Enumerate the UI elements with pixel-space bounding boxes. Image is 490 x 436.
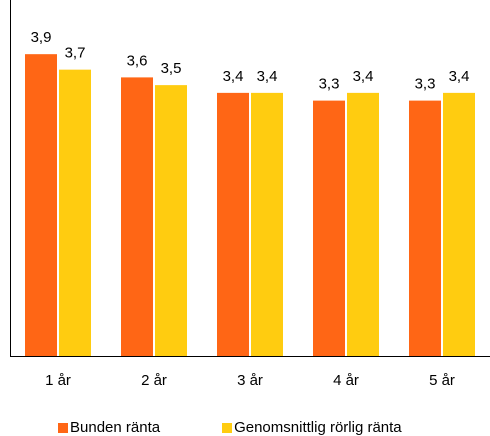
bar-rorlig-2 bbox=[155, 85, 187, 356]
data-label-bunden-4: 3,3 bbox=[319, 76, 340, 93]
bar-rorlig-5 bbox=[443, 92, 475, 356]
bar-bunden-5 bbox=[409, 100, 441, 356]
bar-bunden-4 bbox=[313, 100, 345, 356]
legend-swatch-bunden-ranta bbox=[58, 422, 68, 433]
data-label-bunden-2: 3,6 bbox=[127, 52, 148, 69]
x-tick-label-4: 4 år bbox=[333, 372, 359, 389]
x-tick-label-1: 1 år bbox=[45, 372, 71, 389]
bar-rorlig-4 bbox=[347, 92, 379, 356]
data-label-rorlig-2: 3,5 bbox=[161, 60, 182, 77]
x-tick-label-3: 3 år bbox=[237, 372, 263, 389]
legend-label-bunden-ranta: Bunden ränta bbox=[70, 419, 161, 436]
legend-item-rorlig-ranta: Genomsnittlig rörlig ränta bbox=[222, 419, 402, 436]
x-tick-label-2: 2 år bbox=[141, 372, 167, 389]
data-label-bunden-5: 3,3 bbox=[415, 76, 436, 93]
data-label-bunden-3: 3,4 bbox=[223, 68, 244, 85]
bar-rorlig-3 bbox=[251, 92, 283, 356]
bar-bunden-3 bbox=[217, 92, 249, 356]
data-label-rorlig-5: 3,4 bbox=[449, 68, 470, 85]
legend-item-bunden-ranta: Bunden ränta bbox=[58, 419, 160, 436]
bar-bunden-1 bbox=[25, 54, 57, 356]
data-label-rorlig-4: 3,4 bbox=[353, 68, 374, 85]
legend-label-rorlig-ranta: Genomsnittlig rörlig ränta bbox=[234, 419, 402, 436]
legend-swatch-rorlig-ranta bbox=[222, 422, 233, 433]
data-label-rorlig-1: 3,7 bbox=[65, 45, 86, 62]
bar-rorlig-1 bbox=[59, 69, 91, 357]
data-label-rorlig-3: 3,4 bbox=[257, 68, 278, 85]
x-tick-label-5: 5 år bbox=[429, 372, 455, 389]
legend: Bunden ränta Genomsnittlig rörlig ränta bbox=[58, 419, 402, 436]
data-label-bunden-1: 3,9 bbox=[31, 29, 52, 46]
bar-bunden-2 bbox=[121, 77, 153, 357]
